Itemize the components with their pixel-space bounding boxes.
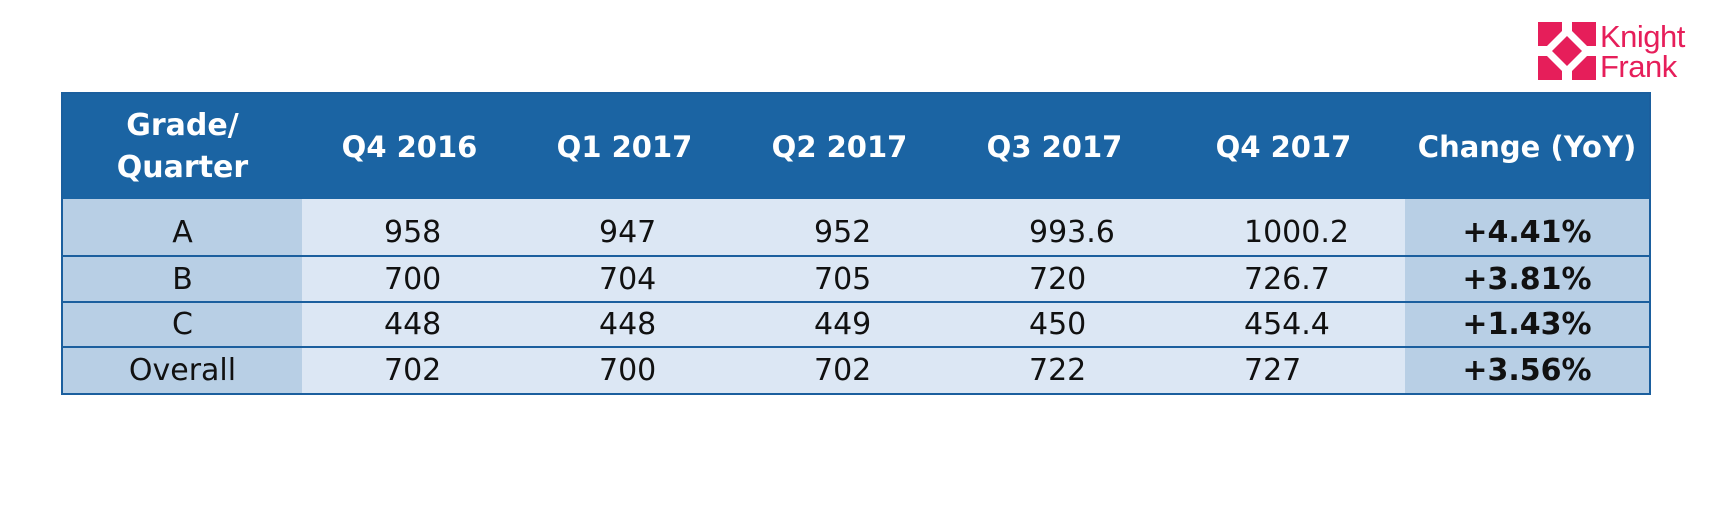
- value-cell: 702: [302, 347, 517, 393]
- header-q4-2016: Q4 2016: [341, 129, 478, 164]
- logo-text: Knight Frank: [1600, 19, 1685, 84]
- grade-cell: Overall: [63, 347, 302, 393]
- value-cell: 454.4: [1162, 301, 1405, 348]
- value-cell: 450: [947, 301, 1162, 348]
- logo-line-2: Frank: [1600, 49, 1677, 84]
- value-cell: 448: [302, 301, 517, 348]
- header-q3-2017: Q3 2017: [986, 129, 1123, 164]
- header-q4-2017: Q4 2017: [1215, 129, 1352, 164]
- grade-cell: C: [63, 301, 302, 348]
- header-q1-2017: Q1 2017: [556, 129, 693, 164]
- value-cell: 958: [302, 199, 517, 257]
- header-grade-quarter: Grade/ Quarter: [63, 94, 302, 199]
- rent-table: Grade/ Quarter Q4 2016 Q1 2017 Q2 2017 Q…: [61, 92, 1651, 395]
- header-q2-2017: Q2 2017: [771, 129, 908, 164]
- value-cell: 704: [517, 256, 732, 302]
- value-cell: 720: [947, 256, 1162, 302]
- value-cell: 702: [732, 347, 947, 393]
- change-cell: +1.43%: [1405, 301, 1649, 348]
- logo-line-1: Knight: [1600, 19, 1685, 54]
- logo-mark-icon: [1538, 22, 1596, 80]
- value-cell: 722: [947, 347, 1162, 393]
- change-cell: +3.56%: [1405, 347, 1649, 393]
- header-grade-line-1: Grade/: [126, 107, 239, 143]
- value-cell: 947: [517, 199, 732, 257]
- header-change-yoy: Change (YoY): [1417, 129, 1637, 164]
- header-row: Grade/ Quarter Q4 2016 Q1 2017 Q2 2017 Q…: [63, 94, 1649, 199]
- table-row-b: B 700 704 705 720 726.7 +3.81%: [63, 256, 1649, 302]
- value-cell: 726.7: [1162, 256, 1405, 302]
- value-cell: 700: [302, 256, 517, 302]
- value-cell: 952: [732, 199, 947, 257]
- grade-cell: B: [63, 256, 302, 302]
- value-cell: 449: [732, 301, 947, 348]
- value-cell: 1000.2: [1162, 199, 1405, 257]
- value-cell: 448: [517, 301, 732, 348]
- header-grade-line-2: Quarter: [116, 149, 249, 185]
- value-cell: 700: [517, 347, 732, 393]
- table-row-overall: Overall 702 700 702 722 727 +3.56%: [63, 347, 1649, 393]
- change-cell: +3.81%: [1405, 256, 1649, 302]
- knight-frank-logo: Knight Frank: [1538, 19, 1698, 84]
- value-cell: 705: [732, 256, 947, 302]
- data-table: Grade/ Quarter Q4 2016 Q1 2017 Q2 2017 Q…: [63, 94, 1649, 393]
- value-cell: 727: [1162, 347, 1405, 393]
- change-cell: +4.41%: [1405, 199, 1649, 257]
- grade-cell: A: [63, 199, 302, 257]
- table-row-c: C 448 448 449 450 454.4 +1.43%: [63, 301, 1649, 348]
- value-cell: 993.6: [947, 199, 1162, 257]
- table-row-a: A 958 947 952 993.6 1000.2 +4.41%: [63, 199, 1649, 257]
